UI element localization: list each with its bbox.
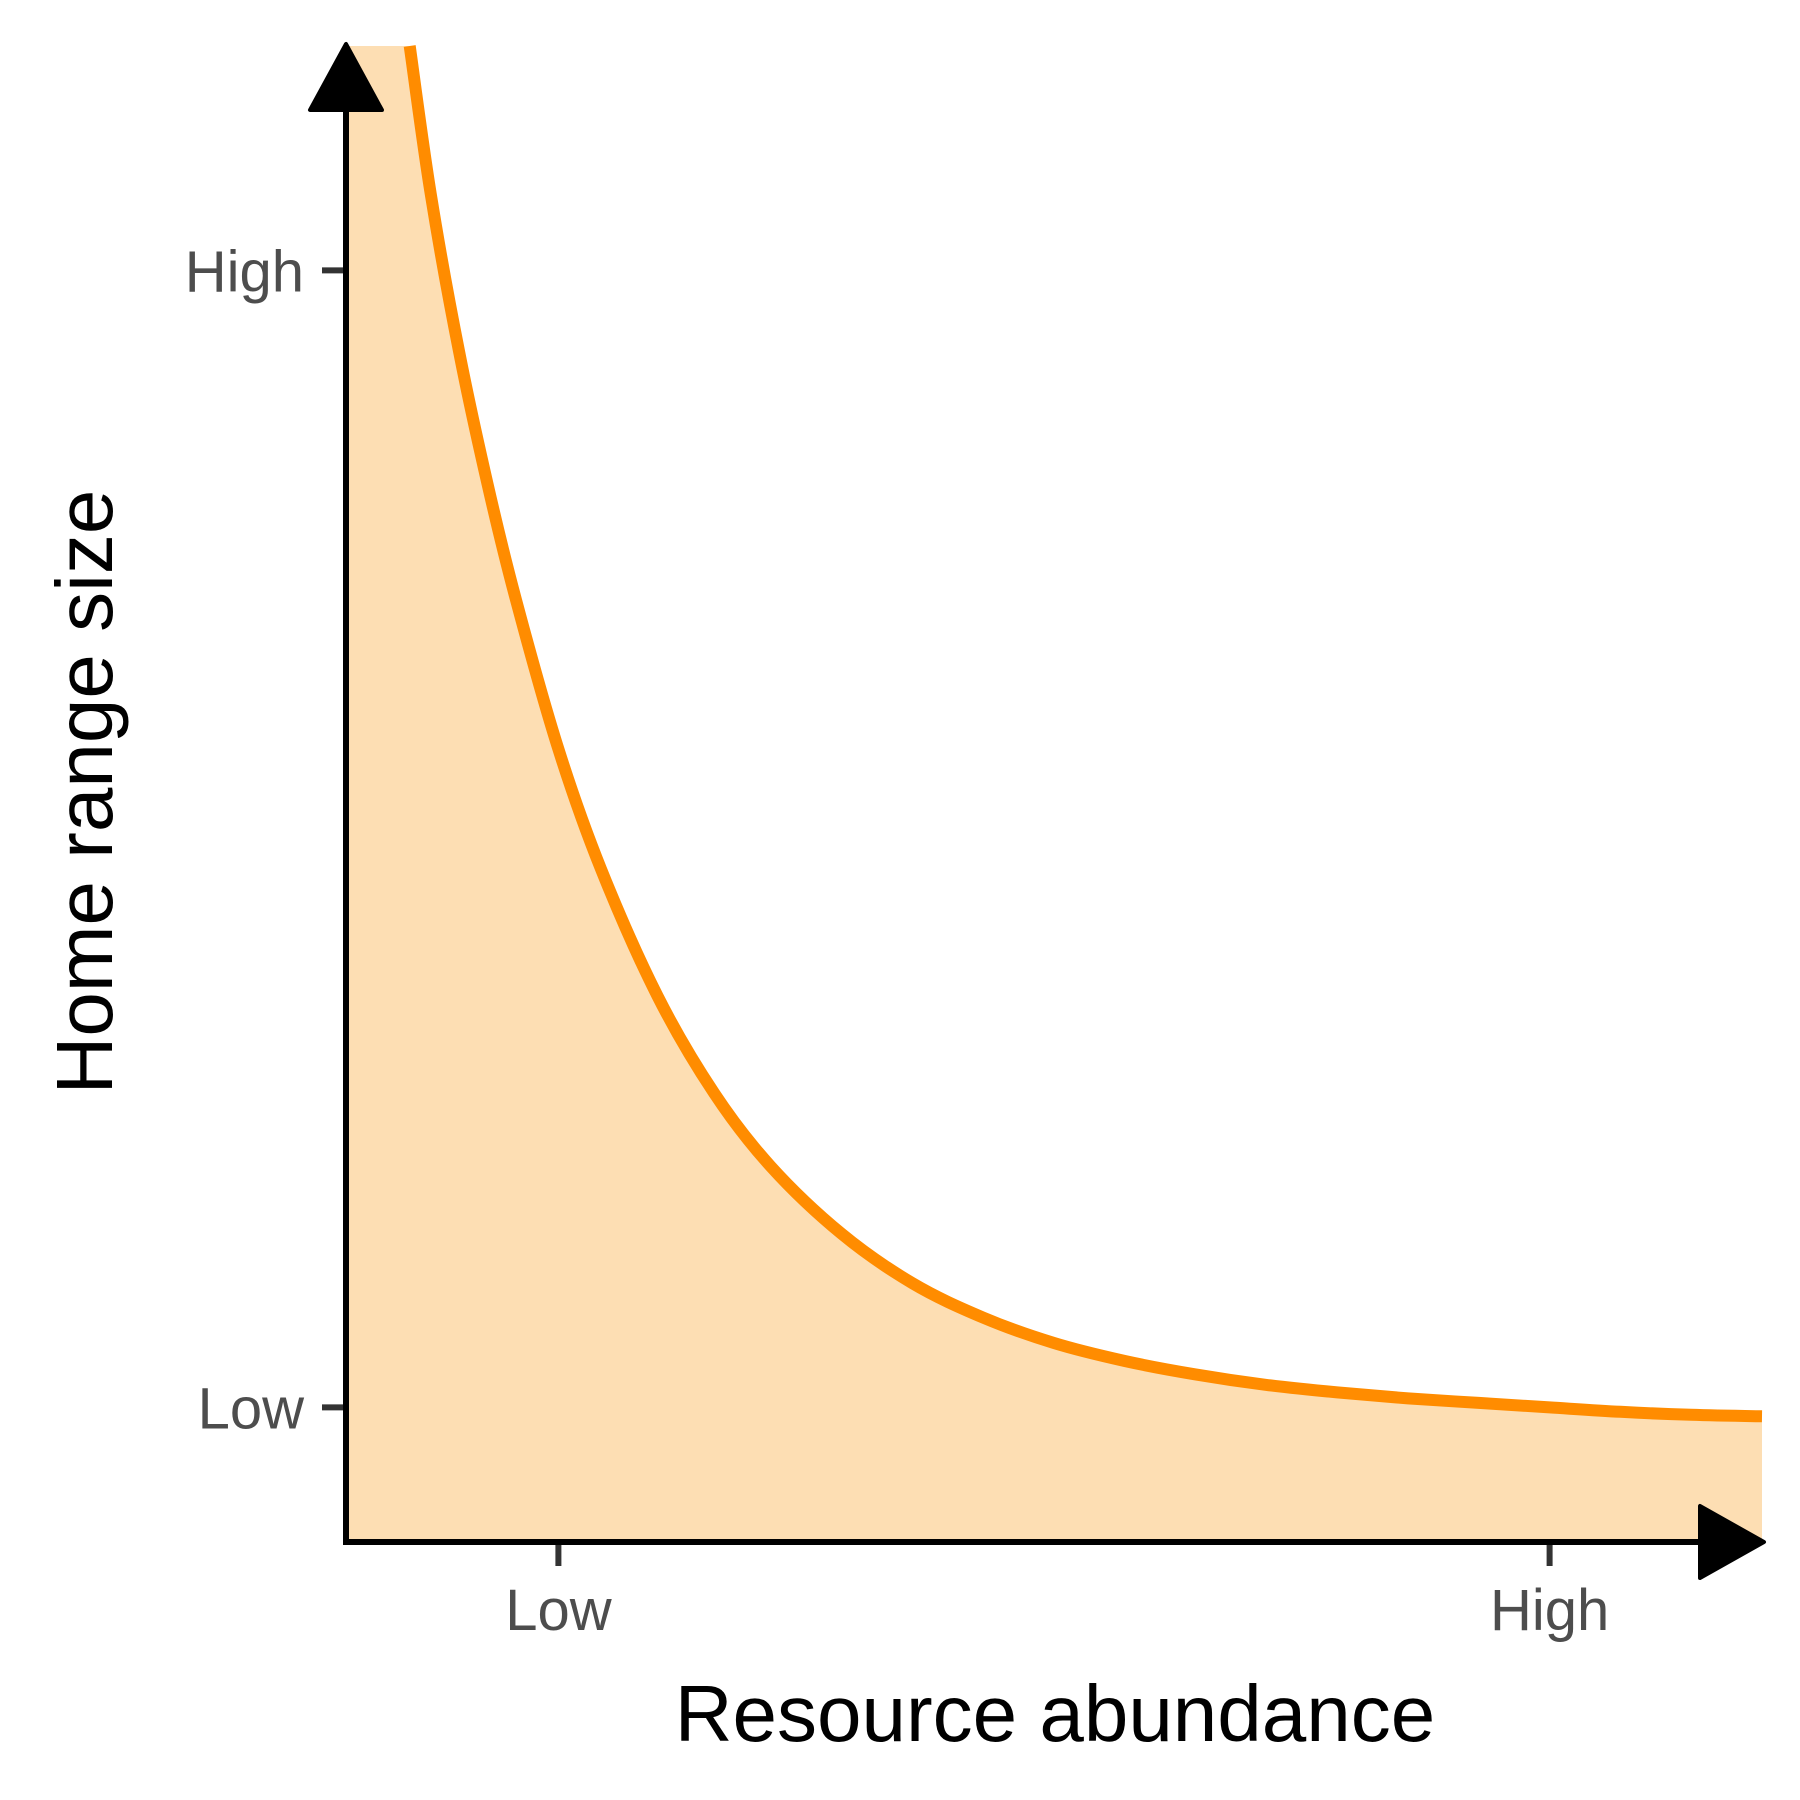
y-tick-label: High (185, 239, 304, 304)
area-fill (346, 46, 1762, 1542)
plot-area (346, 45, 1763, 1542)
axes (308, 42, 1766, 1580)
y-axis-arrow (308, 42, 384, 112)
x-tick-label: High (1490, 1578, 1609, 1643)
curve-line (403, 45, 1763, 1423)
ticks: Low High Low High (185, 239, 1610, 1643)
x-axis-title: Resource abundance (675, 1669, 1436, 1758)
y-tick-label: Low (198, 1376, 306, 1441)
x-tick-label: Low (505, 1578, 613, 1643)
y-axis-title: Home range size (40, 490, 129, 1095)
x-axis-arrow (1698, 1504, 1766, 1580)
